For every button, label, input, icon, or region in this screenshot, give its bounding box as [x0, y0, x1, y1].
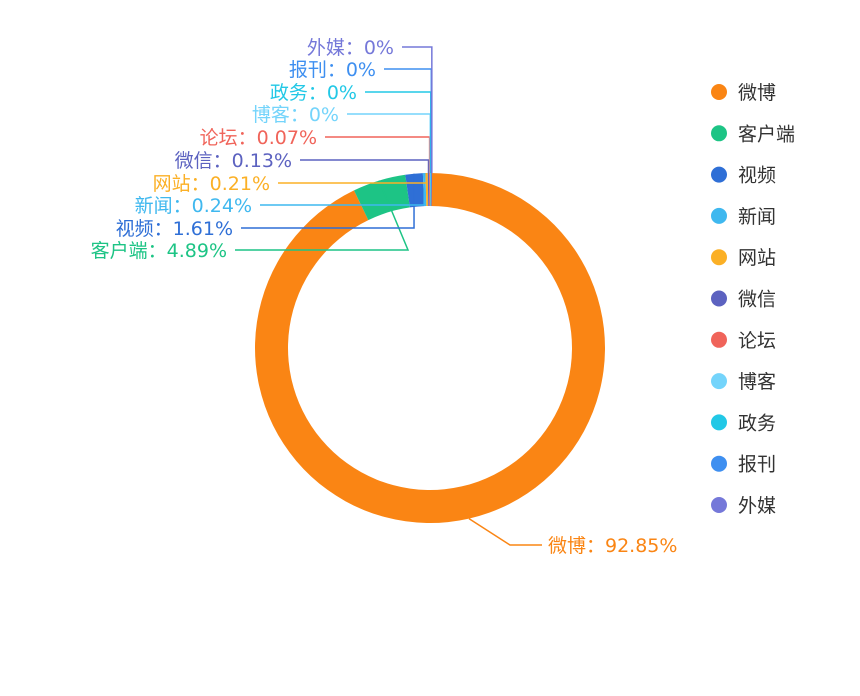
- slice-label-新闻: 新闻：0.24%: [135, 195, 252, 217]
- legend-label-政务: 政务: [738, 412, 776, 434]
- legend-item-新闻[interactable]: 新闻: [711, 206, 776, 228]
- slice-labels: 微博：92.85% 客户端：4.89%视频：1.61%新闻：0.24%网站：0.2…: [91, 37, 678, 557]
- legend-label-微博: 微博: [738, 82, 776, 104]
- legend-label-外媒: 外媒: [738, 495, 776, 517]
- legend-item-网站[interactable]: 网站: [711, 247, 776, 269]
- legend-item-论坛[interactable]: 论坛: [711, 330, 776, 352]
- slice-论坛[interactable]: [429, 173, 430, 207]
- donut-slices: [255, 173, 606, 523]
- slice-label-外媒: 外媒：0%: [307, 37, 394, 59]
- legend-marker-论坛: [711, 331, 727, 348]
- legend-item-博客[interactable]: 博客: [711, 371, 776, 393]
- slice-label-网站: 网站：0.21%: [153, 173, 270, 195]
- legend-marker-政务: [711, 414, 727, 431]
- legend-marker-报刊: [711, 455, 727, 472]
- legend-label-报刊: 报刊: [738, 454, 776, 476]
- legend-item-客户端[interactable]: 客户端: [711, 123, 795, 145]
- slice-微信[interactable]: [427, 173, 430, 207]
- slice-label-视频: 视频：1.61%: [116, 218, 233, 240]
- leader-line-外媒: [402, 46, 433, 174]
- slice-外媒[interactable]: [431, 173, 433, 207]
- legend-item-报刊[interactable]: 报刊: [711, 454, 776, 476]
- leader-line-博客: [347, 113, 432, 174]
- slice-博客[interactable]: [430, 173, 431, 207]
- legend-label-微信: 微信: [738, 289, 776, 311]
- slice-label-论坛: 论坛：0.07%: [200, 127, 317, 149]
- legend-marker-微博: [711, 84, 727, 100]
- legend-marker-微信: [711, 290, 727, 307]
- legend-marker-客户端: [711, 125, 727, 142]
- leader-line-微信: [300, 159, 430, 174]
- legend-label-博客: 博客: [738, 371, 776, 393]
- legend-label-网站: 网站: [738, 247, 776, 269]
- slice-客户端[interactable]: [353, 174, 410, 221]
- slice-微博[interactable]: [255, 173, 606, 523]
- legend-item-政务[interactable]: 政务: [711, 412, 776, 434]
- slice-政务[interactable]: [430, 173, 432, 207]
- leader-line-客户端: [235, 180, 410, 251]
- legend-label-视频: 视频: [738, 165, 776, 187]
- legend-item-外媒[interactable]: 外媒: [711, 495, 776, 517]
- slice-label-政务: 政务：0%: [270, 82, 357, 104]
- slice-label-报刊: 报刊：0%: [289, 59, 376, 81]
- leader-line-网站: [278, 173, 428, 184]
- legend-item-微博[interactable]: 微博: [711, 82, 776, 104]
- legend-label-新闻: 新闻: [738, 206, 776, 228]
- legend-label-客户端: 客户端: [738, 123, 795, 145]
- legend-marker-博客: [711, 373, 727, 390]
- legend-item-微信[interactable]: 微信: [711, 289, 776, 311]
- leader-line-报刊: [384, 68, 433, 174]
- leader-lines: [235, 46, 542, 546]
- slice-label-客户端: 客户端：4.89%: [91, 240, 227, 262]
- leader-line-政务: [365, 91, 432, 174]
- legend-marker-网站: [711, 249, 727, 266]
- legend-marker-视频: [711, 166, 727, 183]
- leader-line-微博: [468, 517, 542, 546]
- legend-marker-外媒: [711, 497, 727, 513]
- slice-报刊[interactable]: [430, 173, 432, 207]
- legend-marker-新闻: [711, 207, 727, 224]
- leader-line-论坛: [325, 136, 431, 174]
- slice-label-微博: 微博：92.85%: [548, 535, 677, 557]
- slice-label-微信: 微信：0.13%: [175, 150, 292, 172]
- legend-item-视频[interactable]: 视频: [711, 165, 776, 187]
- legend-label-论坛: 论坛: [738, 330, 776, 352]
- leader-line-视频: [241, 173, 415, 229]
- slice-label-博客: 博客：0%: [252, 104, 339, 126]
